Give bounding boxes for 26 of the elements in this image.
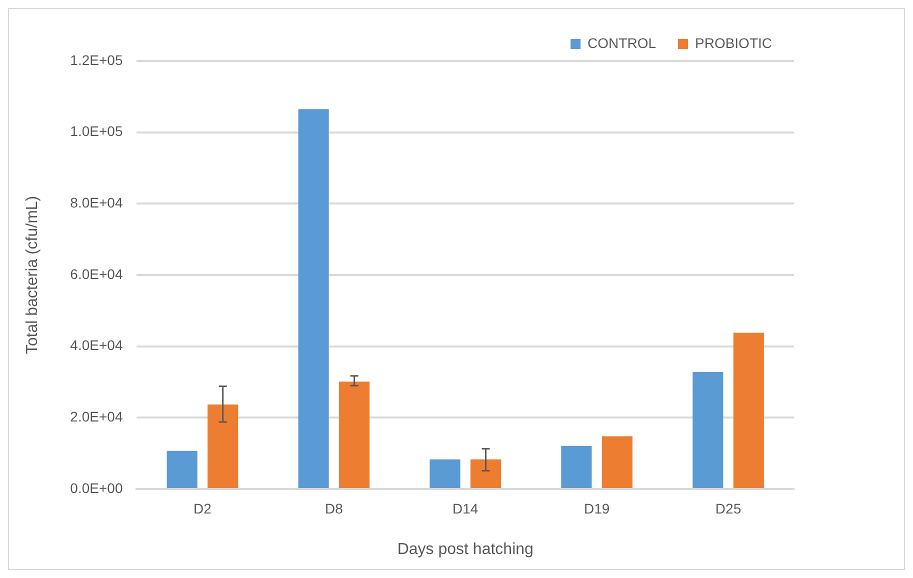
legend-label: CONTROL [588,34,656,51]
y-tick-label: 1.0E+05 [70,123,123,140]
legend-label: PROBIOTIC [694,34,772,51]
x-tick-label: D2 [194,500,212,516]
bar [430,459,460,488]
y-tick-label: 1.2E+05 [70,52,123,68]
y-tick-label: 8.0E+04 [70,194,123,211]
bar [692,372,724,488]
bar [602,436,632,488]
y-tick-label: 0.0E+00 [70,480,123,496]
x-tick-label: D8 [324,500,344,516]
y-tick-label: 6.0E+04 [70,266,123,282]
bar [208,404,238,488]
y-axis-title: Total bacteria (cfu/mL) [24,196,42,354]
bar [733,332,764,488]
bar [339,382,370,488]
y-tick-label: 4.0E+04 [70,337,123,354]
x-tick-label: D25 [715,500,742,516]
x-tick-label: D14 [452,500,478,516]
x-tick-label: D19 [584,500,610,516]
y-tick-label: 2.0E+04 [70,408,123,425]
bar [470,459,502,488]
bar [166,450,198,488]
bar [561,446,592,488]
x-axis-title: Days post hatching [397,540,534,558]
bar [298,109,329,488]
